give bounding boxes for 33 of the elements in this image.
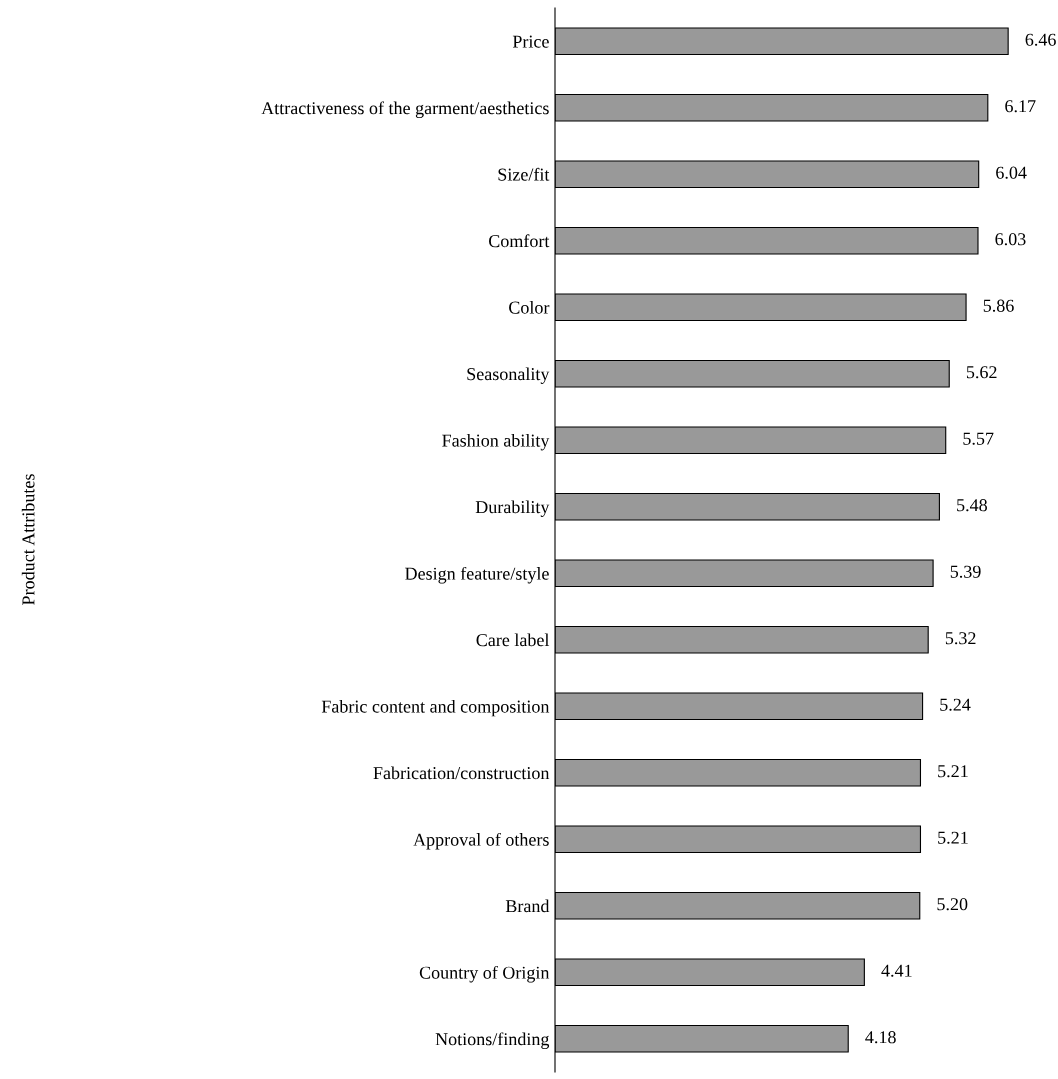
data-label: 5.21 xyxy=(938,831,968,844)
y-tick-label: Comfort xyxy=(489,234,550,248)
y-tick-label: Size/fit xyxy=(498,167,550,181)
y-tick-label: Country of Origin xyxy=(419,965,550,983)
data-label: 6.46 xyxy=(1025,33,1056,46)
y-tick-label: Design feature/style xyxy=(405,566,549,584)
data-label: 5.62 xyxy=(966,366,997,379)
y-tick-label: Brand xyxy=(505,899,550,913)
y-tick-label: Attractiveness of the garment/aesthetics xyxy=(261,101,549,118)
y-tick-label: Fashion ability xyxy=(442,433,550,451)
data-label: 5.24 xyxy=(940,698,971,711)
data-label: 5.39 xyxy=(950,565,981,578)
data-label: 5.86 xyxy=(983,299,1014,312)
data-label: 5.21 xyxy=(938,765,968,778)
data-label: 6.03 xyxy=(995,233,1026,246)
y-tick-label: Fabric content and composition xyxy=(321,699,550,717)
data-label: 5.48 xyxy=(957,499,987,512)
data-label: 5.57 xyxy=(963,432,994,445)
y-tick-label: Notions/finding xyxy=(435,1032,550,1049)
y-tick-label: Price xyxy=(512,35,549,48)
y-tick-label: Durability xyxy=(475,500,550,517)
data-label: 5.20 xyxy=(937,898,968,911)
data-label: 4.18 xyxy=(865,1031,896,1044)
data-label: 5.32 xyxy=(945,632,976,645)
y-tick-label: Color xyxy=(509,300,550,314)
data-label: 4.41 xyxy=(881,964,912,977)
text: Product Attributes xyxy=(21,474,35,605)
y-tick-label: Care label xyxy=(476,633,550,647)
y-tick-label: Approval of others xyxy=(413,832,549,850)
data-label: 6.17 xyxy=(1005,100,1036,113)
data-label: 6.04 xyxy=(996,166,1027,179)
y-tick-label: Fabrication/construction xyxy=(373,766,550,780)
y-tick-label: Seasonality xyxy=(467,367,550,384)
